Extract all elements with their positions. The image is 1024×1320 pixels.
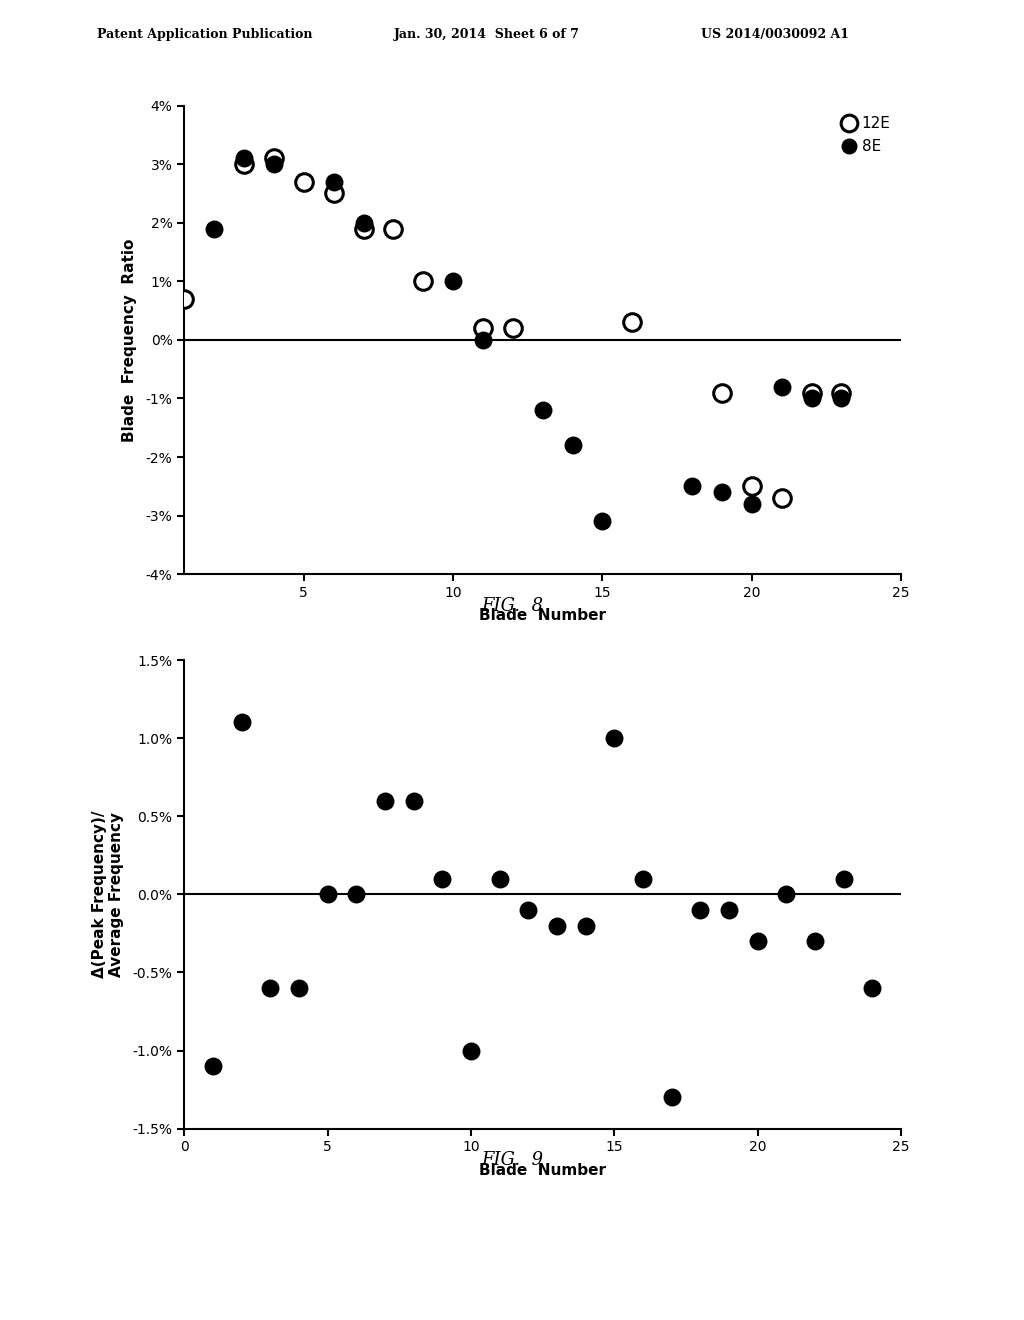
Point: [578, 915, 594, 936]
Point: [750, 931, 766, 952]
Point: [205, 1056, 221, 1077]
Point: [415, 271, 431, 292]
Point: [606, 727, 623, 748]
Point: [564, 434, 581, 455]
Point: [505, 318, 521, 339]
Point: [714, 482, 730, 503]
Point: [296, 172, 312, 193]
Point: [236, 148, 252, 169]
Point: [406, 789, 422, 810]
Point: [236, 153, 252, 174]
X-axis label: Blade  Number: Blade Number: [479, 609, 606, 623]
Point: [176, 288, 193, 309]
Point: [291, 977, 307, 999]
Point: [594, 511, 610, 532]
Point: [434, 869, 451, 890]
Point: [520, 899, 537, 920]
Text: Jan. 30, 2014  Sheet 6 of 7: Jan. 30, 2014 Sheet 6 of 7: [394, 28, 581, 41]
Point: [492, 869, 508, 890]
Point: [233, 711, 250, 733]
Point: [773, 487, 790, 508]
Point: [664, 1086, 680, 1107]
Point: [714, 381, 730, 403]
Y-axis label: Δ(Peak Frequency)/
Average Frequency: Δ(Peak Frequency)/ Average Frequency: [92, 810, 124, 978]
Point: [355, 213, 372, 234]
Point: [684, 475, 700, 496]
Point: [549, 915, 565, 936]
Point: [265, 148, 282, 169]
Text: FIG.  9: FIG. 9: [481, 1151, 543, 1170]
Point: [721, 899, 737, 920]
Point: [635, 869, 651, 890]
Text: US 2014/0030092 A1: US 2014/0030092 A1: [701, 28, 850, 41]
Text: FIG.  8: FIG. 8: [481, 597, 543, 615]
Point: [743, 475, 760, 496]
Point: [326, 172, 342, 193]
Point: [348, 884, 365, 906]
Legend: 12E, 8E: 12E, 8E: [837, 110, 897, 160]
Point: [262, 977, 279, 999]
Point: [778, 884, 795, 906]
Point: [624, 312, 641, 333]
Point: [206, 218, 222, 239]
Point: [834, 388, 850, 409]
Point: [743, 494, 760, 515]
Y-axis label: Blade  Frequency  Ratio: Blade Frequency Ratio: [122, 238, 137, 442]
Point: [807, 931, 823, 952]
Point: [834, 381, 850, 403]
Point: [773, 376, 790, 397]
Point: [803, 388, 819, 409]
Point: [803, 381, 819, 403]
Point: [377, 789, 393, 810]
Point: [319, 884, 336, 906]
Point: [444, 271, 461, 292]
Point: [535, 400, 551, 421]
Text: Patent Application Publication: Patent Application Publication: [97, 28, 312, 41]
Point: [836, 869, 852, 890]
Point: [463, 1040, 479, 1061]
X-axis label: Blade  Number: Blade Number: [479, 1163, 606, 1177]
Point: [692, 899, 709, 920]
Point: [475, 318, 492, 339]
Point: [864, 977, 881, 999]
Point: [265, 153, 282, 174]
Point: [355, 218, 372, 239]
Point: [385, 218, 401, 239]
Point: [475, 330, 492, 351]
Point: [326, 183, 342, 205]
